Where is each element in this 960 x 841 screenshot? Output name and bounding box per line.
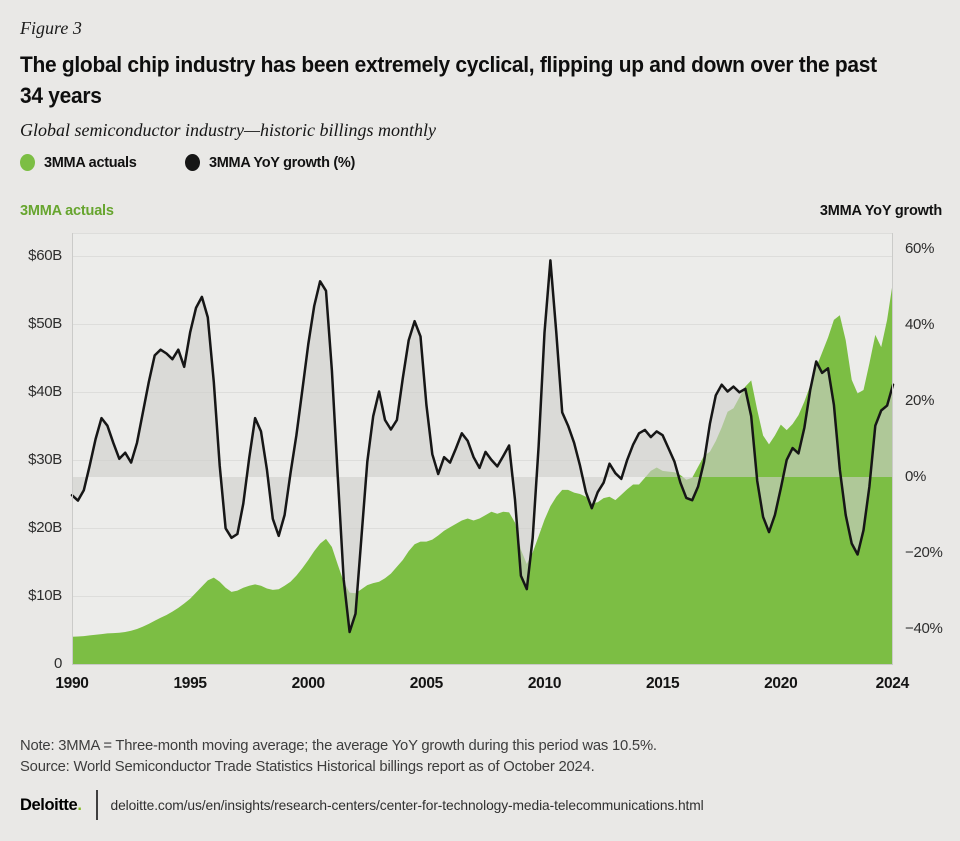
y-axis-tick-right-40%: 40% <box>905 316 935 333</box>
y-axis-tick-left-$10B: $10B <box>28 587 62 604</box>
note-text: Note: 3MMA = Three-month moving average;… <box>20 738 657 754</box>
y-axis-tick-right-−40%: −40% <box>905 620 943 637</box>
x-axis-tick-1990: 1990 <box>55 675 89 692</box>
source-text: Source: World Semiconductor Trade Statis… <box>20 759 595 775</box>
y-axis-tick-right-20%: 20% <box>905 392 935 409</box>
chart-title: The global chip industry has been extrem… <box>20 49 950 111</box>
note-block: Note: 3MMA = Three-month moving average;… <box>20 736 657 778</box>
y-axis-tick-left-$60B: $60B <box>28 247 62 264</box>
footer-divider <box>95 790 98 820</box>
x-axis-tick-2020: 2020 <box>764 675 798 692</box>
x-axis-tick-2000: 2000 <box>291 675 326 692</box>
y-axis-tick-left-0: 0 <box>53 655 62 672</box>
legend-item-actuals: 3MMA actuals <box>20 154 137 171</box>
x-axis-tick-1995: 1995 <box>173 675 207 692</box>
yoy-growth-line-series <box>70 259 895 634</box>
legend-label-yoy-growth: 3MMA YoY growth (%) <box>209 154 356 171</box>
y-axis-tick-right-−20%: −20% <box>905 544 943 561</box>
legend-swatch-yoy-growth-icon <box>185 154 200 171</box>
deloitte-logo: Deloitte. <box>20 795 82 814</box>
x-axis-tick-2005: 2005 <box>409 675 444 692</box>
y-axis-tick-left-$30B: $30B <box>28 451 62 468</box>
x-axis-tick-2024: 2024 <box>875 675 910 692</box>
chart-title-line2: 34 years <box>20 83 102 108</box>
left-axis-title: 3MMA actuals <box>20 203 114 219</box>
legend-label-actuals: 3MMA actuals <box>44 154 137 171</box>
footer-url-link[interactable]: deloitte.com/us/en/insights/research-cen… <box>110 797 704 813</box>
chart-subtitle: Global semiconductor industry—historic b… <box>20 120 436 140</box>
figure-label: Figure 3 <box>20 18 82 38</box>
deloitte-logo-green-period: . <box>77 795 82 814</box>
legend-swatch-actuals-icon <box>20 154 35 171</box>
right-axis-title: 3MMA YoY growth <box>819 203 942 219</box>
yoy-growth-fill-to-zero <box>72 260 893 632</box>
actuals-area-series <box>72 281 893 664</box>
y-axis-tick-left-$50B: $50B <box>28 315 62 332</box>
legend-item-yoy-growth: 3MMA YoY growth (%) <box>185 154 355 171</box>
footer-bar: Deloitte. deloitte.com/us/en/insights/re… <box>20 789 704 821</box>
x-axis-tick-2015: 2015 <box>645 675 680 692</box>
y-axis-tick-left-$20B: $20B <box>28 519 62 536</box>
x-axis-tick-2010: 2010 <box>527 675 562 692</box>
y-axis-tick-right-60%: 60% <box>905 240 935 257</box>
y-axis-tick-right-0%: 0% <box>905 468 927 485</box>
chart-title-line1: The global chip industry has been extrem… <box>20 52 877 77</box>
y-axis-tick-left-$40B: $40B <box>28 383 62 400</box>
chart-canvas <box>70 233 895 665</box>
